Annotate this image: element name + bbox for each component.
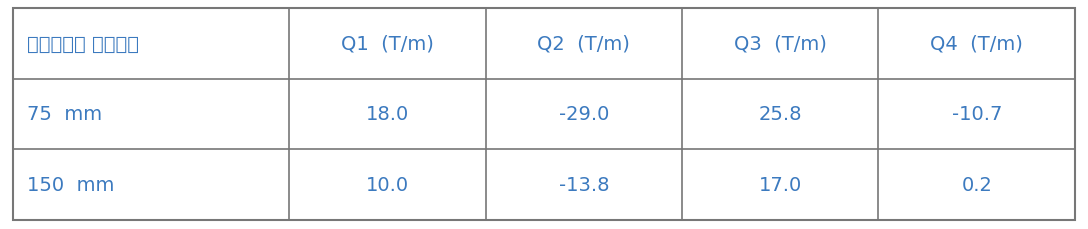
Text: -10.7: -10.7: [952, 105, 1002, 124]
Text: 25.8: 25.8: [758, 105, 802, 124]
Text: 사극전자석 유효길이: 사극전자석 유효길이: [27, 35, 139, 54]
Text: 17.0: 17.0: [758, 175, 802, 194]
Text: Q4  (T/m): Q4 (T/m): [930, 35, 1023, 54]
Text: 10.0: 10.0: [366, 175, 409, 194]
Text: Q3  (T/m): Q3 (T/m): [733, 35, 827, 54]
Text: Q1  (T/m): Q1 (T/m): [341, 35, 434, 54]
Text: 18.0: 18.0: [366, 105, 409, 124]
Text: -13.8: -13.8: [558, 175, 609, 194]
Text: -29.0: -29.0: [558, 105, 609, 124]
Text: 0.2: 0.2: [962, 175, 992, 194]
Text: 75  mm: 75 mm: [27, 105, 102, 124]
Text: 150  mm: 150 mm: [27, 175, 114, 194]
Text: Q2  (T/m): Q2 (T/m): [537, 35, 630, 54]
